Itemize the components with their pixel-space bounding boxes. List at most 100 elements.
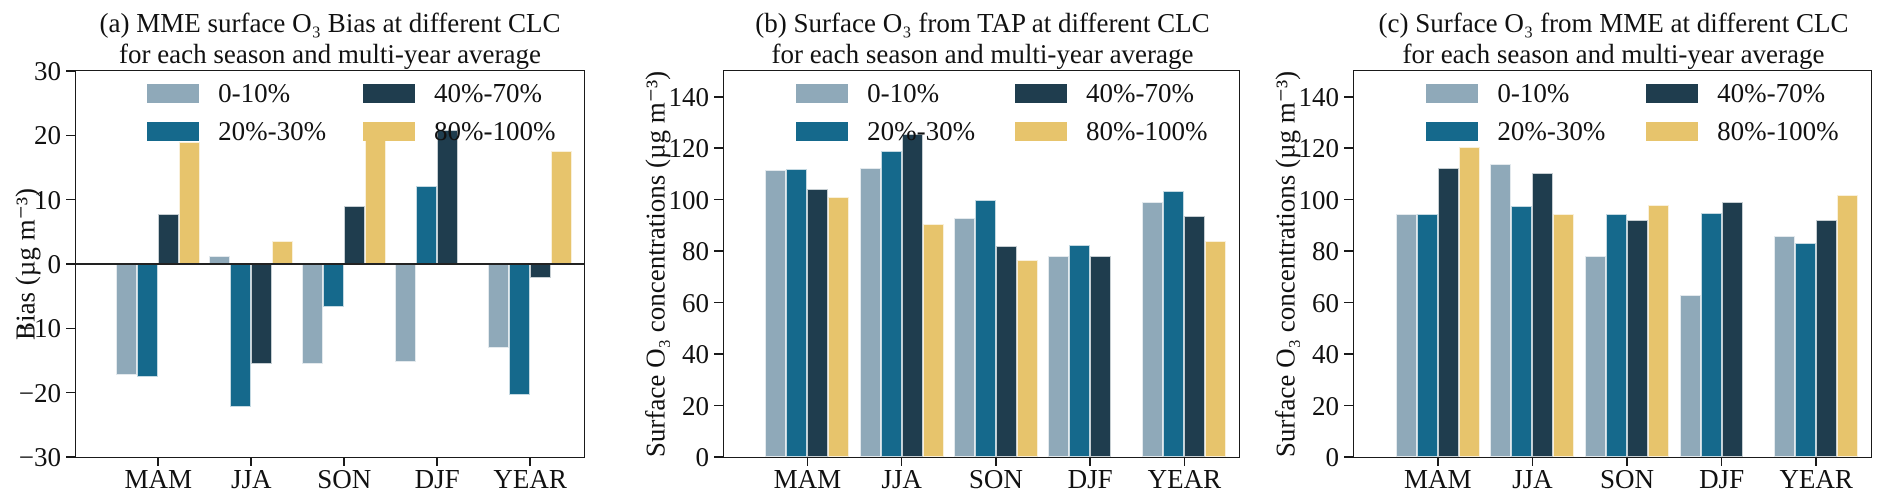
x-tick-label-son: SON [968,464,1023,494]
chart-title-b: (b) Surface O₃ from TAP at different CLC… [710,8,1255,70]
chart-title-b-line2: for each season and multi-year average [771,39,1194,69]
bar-year-20-30 [1163,190,1185,457]
bar-jja-20-30 [230,264,252,408]
bar-son-80-100 [1647,204,1669,457]
x-tick-label-year: YEAR [493,464,567,494]
chart-title-c: (c) Surface O₃ from MME at different CLC… [1340,8,1887,70]
bar-year-80-100 [551,150,573,264]
bar-year-20-30 [509,264,531,395]
y-tick-mark [714,250,724,252]
bar-djf-0-10 [1048,256,1070,457]
legend-item-0-10: 0-10% [1426,78,1569,109]
y-tick-label: 20 [682,390,709,421]
y-tick-mark [66,456,76,458]
bar-djf-40-70 [1090,256,1112,457]
bar-mam-80-100 [1458,146,1480,457]
legend-swatch [147,84,200,103]
y-tick-mark [714,95,724,98]
x-tick-label-djf: DJF [1067,464,1113,494]
legend-swatch [1646,84,1699,103]
legend-item-20-30: 20%-30% [147,116,326,147]
y-tick-mark [1344,301,1354,304]
x-tick-label-djf: DJF [414,464,460,494]
y-tick-label: 100 [1298,184,1340,215]
x-tick-label-mam: MAM [773,464,842,494]
bar-year-40-70 [1816,220,1838,457]
bar-mam-20-30 [786,168,808,457]
y-tick-mark [1344,353,1354,355]
bar-son-80-100 [365,130,387,264]
legend-swatch [147,122,200,141]
y-tick-label: 140 [668,81,710,112]
x-tick-mark [1531,457,1534,466]
bar-year-40-70 [1184,216,1206,457]
x-tick-mark [1626,457,1628,466]
x-tick-label-jja: JJA [881,464,922,494]
bar-son-0-10 [953,217,975,457]
legend-item-20-30: 20%-30% [796,116,975,147]
legend-swatch [1014,122,1067,141]
bar-djf-20-30 [1700,212,1722,457]
y-tick-mark [714,404,724,407]
plot-area-a: 30 20 10 0 −10 −20 −30 MAM JJA SON DJF YEAR 0-10% 20%… [19,56,585,494]
x-tick-mark [1183,457,1186,466]
y-tick-label: 10 [34,184,61,215]
zero-axis-line [76,263,584,265]
x-tick-mark [900,457,903,466]
bar-mam-20-30 [137,264,159,378]
x-tick-label-son: SON [1599,464,1654,494]
x-tick-label-mam: MAM [1403,464,1472,494]
legend-label: 0-10% [218,78,291,108]
chart-title-a-line1: (a) MME surface O₃ Bias at different CLC [99,8,561,38]
y-tick-mark [66,263,76,265]
x-tick-mark [343,457,346,466]
x-tick-label-mam: MAM [124,464,193,494]
y-tick-mark [66,70,76,72]
legend-item-20-30: 20%-30% [1426,116,1605,147]
bar-jja-40-70 [251,264,273,365]
y-tick-mark [714,198,724,201]
x-tick-label-jja: JJA [1512,464,1553,494]
x-tick-label-djf: DJF [1699,464,1745,494]
x-tick-mark [1089,457,1091,466]
legend-label: 40%-70% [1717,78,1826,108]
legend-swatch [1646,122,1699,141]
y-tick-label: 120 [1298,133,1340,164]
x-tick-label-jja: JJA [230,464,272,494]
legend-item-80-100: 80%-100% [363,116,556,147]
bar-mam-0-10 [1395,213,1417,457]
bar-year-40-70 [530,264,552,279]
bar-jja-0-10 [859,167,881,457]
y-tick-label: 0 [1325,442,1340,472]
bar-djf-0-10 [1679,294,1701,457]
y-tick-mark [66,327,76,330]
bar-mam-0-10 [116,264,138,375]
legend-item-0-10: 0-10% [147,78,290,109]
panel-a-bias-chart: (a) MME surface O₃ Bias at different CLC… [0,0,630,502]
bar-year-80-100 [1837,194,1859,457]
bar-jja-0-10 [1490,163,1512,457]
legend-swatch [1426,122,1479,141]
y-tick-mark [714,301,724,304]
legend-item-80-100: 80%-100% [1646,116,1839,147]
y-tick-label: 40 [682,339,709,370]
bar-year-0-10 [1774,235,1796,457]
bar-mam-40-70 [158,213,180,264]
x-tick-label-year: YEAR [1147,464,1222,494]
legend-item-0-10: 0-10% [796,78,939,109]
bar-jja-20-30 [1511,206,1533,457]
bar-jja-40-70 [1532,172,1554,457]
plot-area-b: 140 120 100 80 60 40 20 0 MAM JJA SON DJF YEAR 0-10% 2… [669,70,1240,494]
y-tick-mark [66,198,76,201]
bar-year-80-100 [1205,240,1227,457]
y-tick-mark [1344,95,1354,98]
chart-title-b-line1: (b) Surface O₃ from TAP at different CLC [755,8,1210,38]
y-tick-label: 20 [34,120,61,151]
x-tick-mark [529,457,531,466]
y-tick-label: −20 [18,377,61,408]
y-tick-label: 30 [34,56,61,86]
legend-item-40-70: 40%-70% [1646,78,1825,109]
chart-title-c-line2: for each season and multi-year average [1402,39,1825,69]
legend-item-40-70: 40%-70% [1014,78,1194,109]
bar-son-20-30 [1605,213,1627,457]
